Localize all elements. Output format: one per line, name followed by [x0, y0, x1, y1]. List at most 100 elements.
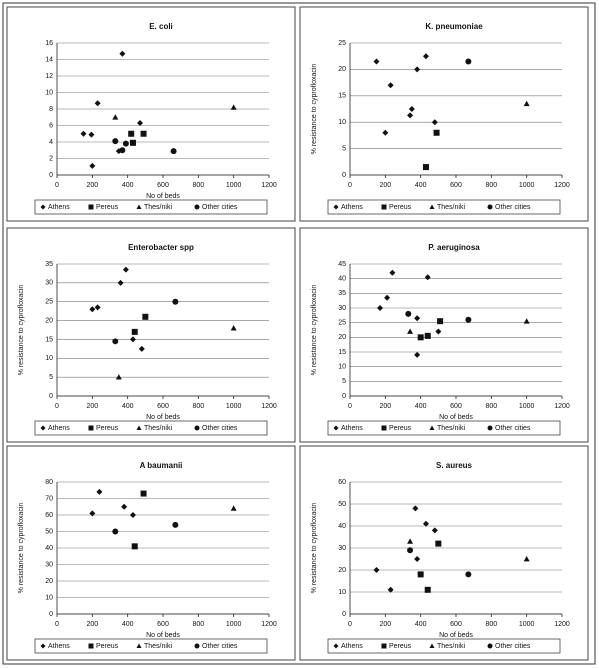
diamond-marker — [435, 328, 442, 335]
diamond-marker — [333, 204, 339, 210]
x-tick-label: 200 — [379, 621, 391, 628]
diamond-marker — [138, 345, 145, 352]
triangle-marker — [136, 204, 142, 209]
diamond-marker — [89, 510, 96, 517]
y-tick-label: 25 — [338, 320, 346, 327]
circle-marker — [172, 521, 179, 528]
triangle-marker — [115, 374, 122, 380]
square-marker — [437, 318, 444, 325]
legend-box — [34, 199, 268, 215]
circle-marker — [194, 204, 200, 210]
y-tick-label: 14 — [45, 56, 53, 63]
diamond-marker — [94, 100, 101, 107]
y-axis-label: % resistance to cyprofloxacin — [311, 503, 318, 594]
legend-label: Other cities — [202, 425, 238, 432]
diamond-marker — [412, 505, 419, 512]
square-marker — [381, 204, 387, 210]
square-marker — [88, 425, 94, 431]
y-tick-label: 8 — [49, 106, 53, 113]
x-tick-label: 0 — [348, 621, 352, 628]
y-tick-label: 70 — [45, 495, 53, 502]
triangle-marker — [429, 204, 435, 209]
circle-marker — [465, 316, 472, 323]
y-tick-label: 10 — [338, 119, 346, 126]
legend-label: Pereus — [96, 425, 119, 432]
y-tick-label: 20 — [338, 567, 346, 574]
x-tick-label: 800 — [485, 621, 497, 628]
diamond-marker — [80, 130, 87, 137]
y-tick-label: 0 — [342, 393, 346, 400]
diamond-marker — [89, 162, 96, 169]
chart-title: K. pneumoniae — [425, 22, 483, 31]
diamond-marker — [414, 556, 421, 562]
diamond-marker — [40, 643, 46, 649]
diamond-marker — [377, 305, 384, 311]
y-tick-label: 25 — [338, 40, 346, 47]
x-tick-label: 1200 — [261, 182, 277, 189]
diamond-marker — [119, 50, 126, 57]
legend-label: Thes/niki — [144, 425, 172, 432]
y-axis-label: % resistance to cyprofloxacin — [311, 64, 318, 155]
y-tick-label: 60 — [45, 512, 53, 519]
diamond-marker — [382, 129, 389, 136]
square-marker — [422, 164, 429, 171]
y-axis-label: % resistance to cyprofloxacin — [18, 285, 25, 376]
square-marker — [129, 139, 136, 146]
y-tick-label: 20 — [338, 66, 346, 73]
x-tick-label: 800 — [192, 403, 204, 410]
diamond-marker — [373, 567, 380, 573]
x-axis-label: No of beds — [146, 193, 180, 200]
circle-marker — [194, 643, 200, 649]
diamond-marker — [89, 306, 96, 313]
legend-box — [327, 420, 561, 436]
circle-marker — [465, 58, 472, 65]
x-tick-label: 0 — [348, 182, 352, 189]
y-tick-label: 25 — [45, 299, 53, 306]
legend-label: Athens — [48, 204, 70, 211]
legend-label: Pereus — [96, 643, 119, 650]
y-tick-label: 0 — [342, 611, 346, 618]
chart-title: Enterobacter spp — [128, 243, 194, 252]
y-axis-label: % resistance to cyprofloxacin — [18, 503, 25, 594]
y-tick-label: 0 — [342, 172, 346, 179]
square-marker — [140, 490, 147, 497]
diamond-marker — [129, 512, 136, 518]
y-tick-label: 15 — [338, 93, 346, 100]
y-tick-label: 40 — [338, 276, 346, 283]
square-marker — [142, 313, 149, 320]
square-marker — [424, 586, 431, 593]
y-tick-label: 50 — [45, 528, 53, 535]
square-marker — [417, 334, 424, 341]
y-tick-label: 5 — [342, 378, 346, 385]
diamond-marker — [408, 106, 415, 112]
y-tick-label: 0 — [49, 172, 53, 179]
diamond-marker — [407, 112, 414, 119]
x-tick-label: 1200 — [261, 403, 277, 410]
square-marker — [381, 643, 387, 649]
y-tick-label: 10 — [338, 589, 346, 596]
legend-box — [34, 638, 268, 654]
legend-label: Pereus — [389, 204, 412, 211]
circle-marker — [465, 571, 472, 578]
legend-label: Thes/niki — [437, 643, 465, 650]
legend-label: Other cities — [495, 643, 531, 650]
legend-label: Thes/niki — [437, 204, 465, 211]
triangle-marker — [230, 505, 237, 511]
x-tick-label: 1200 — [554, 621, 570, 628]
y-tick-label: 10 — [45, 355, 53, 362]
legend-label: Pereus — [389, 643, 412, 650]
y-tick-label: 5 — [342, 145, 346, 152]
legend-label: Other cities — [202, 643, 238, 650]
triangle-marker — [230, 104, 237, 110]
legend-label: Thes/niki — [144, 204, 172, 211]
square-marker — [131, 543, 138, 550]
legend-label: Athens — [48, 643, 70, 650]
x-tick-label: 600 — [157, 621, 169, 628]
diamond-marker — [117, 279, 124, 286]
circle-marker — [487, 425, 493, 431]
diamond-marker — [414, 351, 421, 358]
legend-box — [327, 199, 561, 215]
x-tick-label: 200 — [86, 621, 98, 628]
y-tick-label: 4 — [49, 139, 53, 146]
chart-title: P. aeruginosa — [428, 243, 480, 252]
